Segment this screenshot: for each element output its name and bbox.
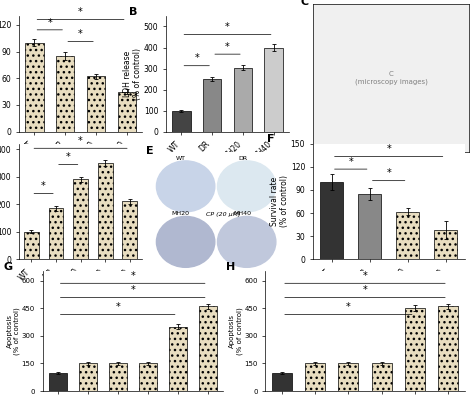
Text: *: * (41, 181, 46, 191)
Text: C
(microscopy images): C (microscopy images) (355, 71, 428, 85)
Y-axis label: LDH release
(% of control): LDH release (% of control) (123, 48, 142, 100)
Bar (199, 306, 217, 391)
Text: *: * (348, 157, 353, 167)
Text: *: * (130, 285, 135, 295)
Text: CP (20 μM): CP (20 μM) (60, 195, 101, 204)
Bar (405, 308, 425, 391)
Text: E: E (146, 146, 154, 156)
Bar (73, 180, 88, 259)
Text: *: * (78, 136, 83, 146)
Text: CP (20 μM): CP (20 μM) (206, 212, 240, 217)
Bar (338, 363, 358, 391)
Text: CP (20 μM): CP (20 μM) (368, 323, 410, 332)
Text: *: * (225, 22, 230, 32)
Text: C: C (301, 0, 309, 7)
Text: F: F (267, 134, 275, 144)
Bar (358, 194, 381, 259)
Bar (172, 111, 191, 132)
Bar (305, 363, 325, 391)
Bar (24, 232, 39, 259)
Text: *: * (78, 7, 83, 17)
Bar (109, 363, 127, 391)
Circle shape (156, 161, 215, 212)
Bar (234, 67, 252, 132)
Bar (320, 182, 343, 259)
Text: *: * (194, 53, 199, 63)
Bar (434, 230, 457, 259)
Text: *: * (225, 42, 230, 52)
Y-axis label: Apoptosis
(% of control): Apoptosis (% of control) (7, 307, 20, 355)
Text: *: * (363, 285, 367, 295)
Text: *: * (386, 144, 391, 154)
Bar (48, 208, 64, 259)
Circle shape (218, 161, 276, 212)
Bar (264, 47, 283, 132)
Text: *: * (386, 168, 391, 178)
Bar (87, 77, 105, 132)
Bar (396, 211, 419, 259)
Bar (122, 201, 137, 259)
Text: CP (20 μM): CP (20 μM) (60, 323, 101, 332)
Bar (56, 56, 74, 132)
Bar (139, 363, 157, 391)
Bar (25, 43, 44, 132)
Text: H: H (226, 262, 235, 272)
Text: *: * (346, 302, 351, 312)
Bar (98, 163, 113, 259)
Bar (438, 306, 458, 391)
Y-axis label: Survival rate
(% of control): Survival rate (% of control) (270, 176, 289, 227)
Bar (203, 79, 221, 132)
Text: *: * (66, 152, 71, 162)
Text: G: G (3, 262, 12, 272)
Text: MH20: MH20 (171, 211, 189, 216)
Bar (79, 363, 97, 391)
Bar (118, 92, 136, 132)
Text: *: * (363, 271, 367, 281)
Circle shape (218, 216, 276, 267)
Text: *: * (47, 18, 52, 28)
Text: B: B (129, 7, 137, 17)
Text: *: * (78, 29, 83, 39)
Text: *: * (130, 271, 135, 281)
Text: DR: DR (238, 156, 247, 161)
Text: CP (20 μM): CP (20 μM) (207, 195, 248, 204)
Text: MH40: MH40 (234, 211, 252, 216)
Text: WT: WT (175, 156, 185, 161)
Bar (169, 326, 187, 391)
Bar (49, 373, 67, 391)
Bar (372, 363, 392, 391)
Text: *: * (115, 302, 120, 312)
Circle shape (156, 216, 215, 267)
Bar (272, 373, 292, 391)
Y-axis label: Apoptosis
(% of control): Apoptosis (% of control) (229, 307, 243, 355)
